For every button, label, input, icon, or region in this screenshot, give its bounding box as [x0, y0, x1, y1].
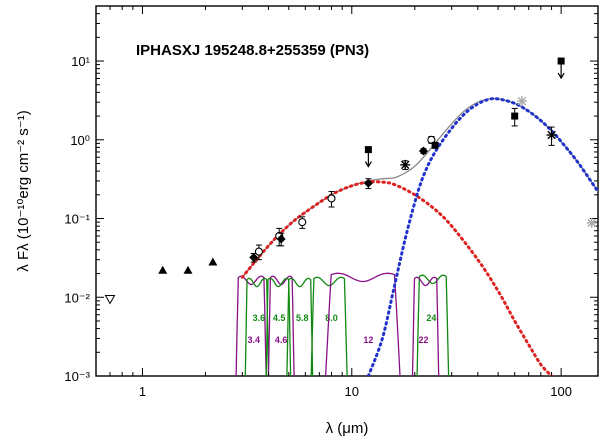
filter-curve: [416, 274, 450, 376]
point-AKARI: [547, 130, 556, 140]
filter-label: 24: [426, 313, 436, 323]
point-IRAC: [298, 218, 307, 227]
point-2MASS: [183, 265, 193, 274]
x-axis-label: λ (μm): [326, 420, 369, 437]
x-tick-label: 1: [139, 384, 146, 399]
filter-curve: [324, 272, 401, 376]
point-IRAC: [427, 135, 436, 144]
filter-label: 5.8: [296, 313, 309, 323]
filter-curve: [235, 275, 267, 376]
x-tick-label: 100: [550, 384, 572, 399]
x-tick-label: 10: [345, 384, 359, 399]
filter-curve: [265, 277, 292, 376]
filter-curves: 3.4 3.6 4.6 4.5 5.8 8.0 12 24 22: [235, 272, 450, 376]
filter-label: 8.0: [325, 313, 338, 323]
y-tick-label: 10⁻¹: [64, 212, 90, 227]
chart-title: IPHASXJ 195248.8+255359 (PN3): [136, 42, 369, 59]
point-WISE: [249, 252, 259, 262]
point-2MASS: [208, 257, 218, 266]
filter-curve: [286, 277, 314, 376]
data-points: [104, 57, 597, 305]
upper-limit-arrowhead: [364, 161, 372, 168]
filter-curve: [244, 277, 270, 376]
upper-limit-arrowhead: [557, 72, 565, 80]
point-AKARI: [400, 160, 410, 170]
filter-label: 22: [418, 335, 428, 345]
point-IRAC: [254, 247, 263, 256]
point-WISE: [418, 146, 428, 156]
plot-frame: [95, 5, 599, 377]
y-tick-label: 10¹: [71, 54, 90, 69]
filter-label: 4.5: [273, 313, 286, 323]
axis-ticks: 1 10 100 10⁻³ 10⁻² 10⁻¹ 10⁰ 10¹: [64, 5, 598, 399]
y-tick-label: 10⁰: [70, 133, 90, 148]
y-tick-label: 10⁻²: [64, 290, 90, 305]
point-WISE: [276, 234, 286, 244]
y-axis-label: λ Fλ (10⁻¹⁰erg cm⁻² s⁻¹): [15, 110, 32, 271]
point-IRAC: [327, 194, 336, 203]
point-IRAS: [431, 141, 439, 149]
filter-curve: [310, 276, 348, 376]
curve-hot-component: [240, 180, 554, 376]
filter-curve: [411, 276, 440, 376]
point-AKARI-FIS: [587, 218, 596, 228]
point-2MASS: [158, 265, 168, 274]
filter-label: 3.6: [253, 313, 266, 323]
point-WISE: [363, 178, 373, 188]
filter-label: 3.4: [247, 335, 260, 345]
point-AKARI-FIS: [517, 96, 527, 106]
filter-label: 12: [363, 335, 373, 345]
point-IRAS: [511, 112, 519, 120]
y-tick-label: 10⁻³: [64, 369, 90, 384]
filter-label: 4.6: [275, 335, 288, 345]
point-upper-limit-triangle: [104, 295, 116, 305]
